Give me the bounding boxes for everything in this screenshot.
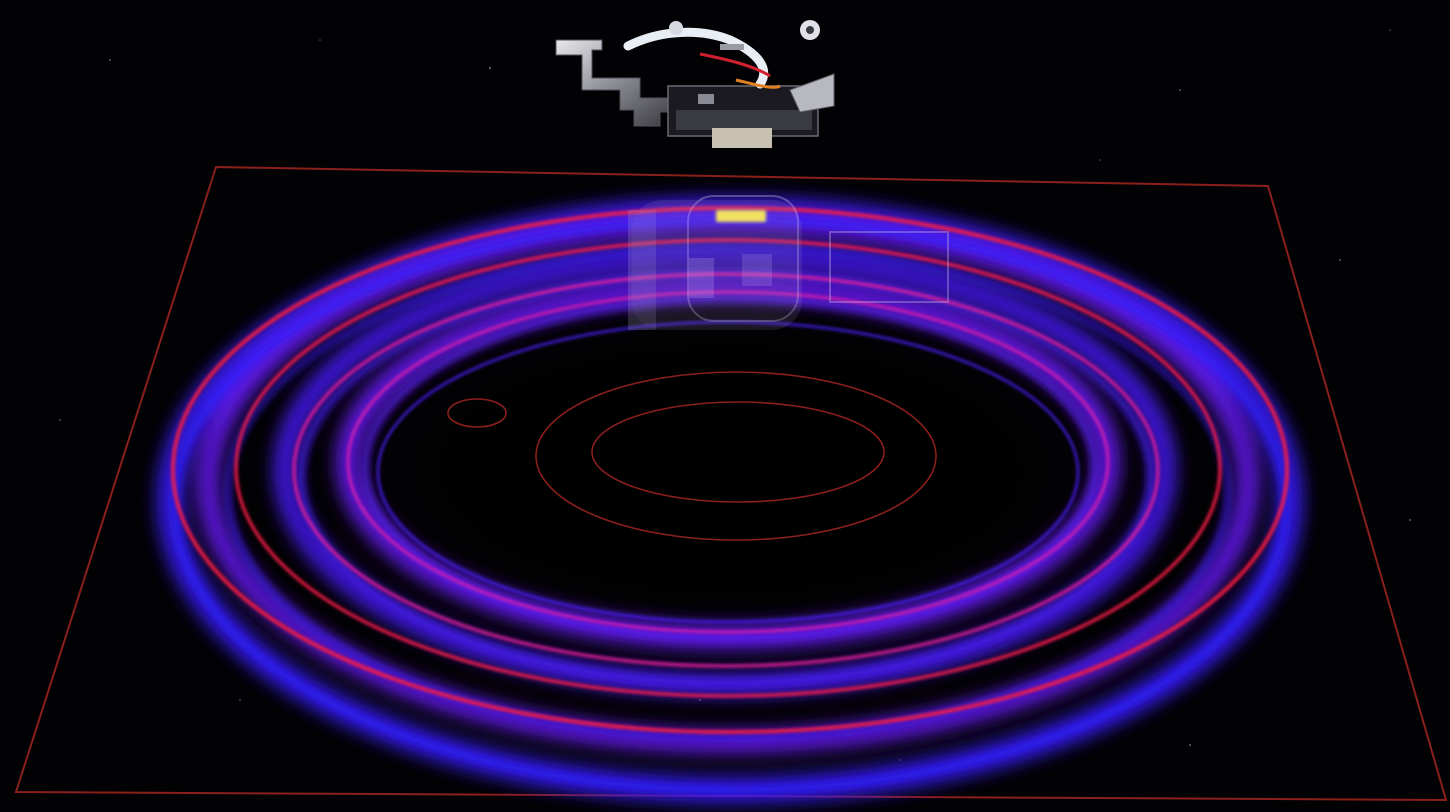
ring-magenta-a	[292, 272, 1160, 668]
label-inner-outline	[591, 401, 885, 503]
plate-outline	[14, 165, 1448, 802]
cartridge-assembly	[555, 20, 835, 148]
stylus-glow	[716, 210, 766, 222]
spindle-hole-outline	[447, 398, 507, 428]
ring-inner-blue	[376, 320, 1080, 624]
headshell-reflection	[628, 195, 949, 330]
headshell-plate	[789, 73, 835, 113]
ring-second-red	[234, 238, 1222, 698]
screw-left	[669, 21, 683, 35]
headshell-bracket	[555, 39, 673, 127]
lead-wire-orange	[735, 78, 781, 89]
label-outer-outline	[535, 371, 937, 541]
record-center-shadow	[400, 330, 1060, 610]
ring-magenta-b	[346, 290, 1110, 634]
lead-wire-red	[699, 52, 771, 78]
light-rings-crisp	[171, 206, 1289, 734]
ring-outer-red	[171, 206, 1289, 734]
lead-wire-white	[623, 27, 769, 89]
label-outlines	[447, 371, 937, 541]
